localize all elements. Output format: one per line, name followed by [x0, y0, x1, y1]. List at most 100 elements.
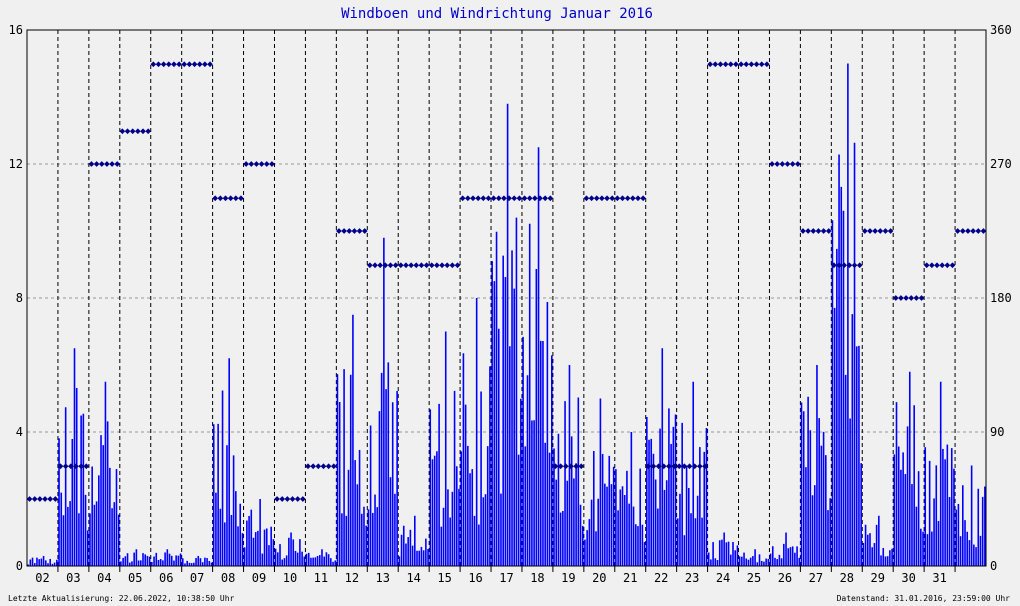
- direction-point: [552, 463, 559, 470]
- direction-point: [485, 195, 492, 202]
- direction-point: [459, 195, 466, 202]
- direction-point: [934, 262, 940, 269]
- direction-point: [310, 463, 316, 470]
- x-tick-label: 02: [35, 571, 49, 585]
- direction-point: [449, 262, 456, 269]
- direction-point: [789, 161, 796, 167]
- direction-point: [949, 262, 956, 269]
- x-tick-label: 18: [530, 571, 544, 585]
- direction-point: [444, 262, 451, 269]
- direction-point: [434, 262, 440, 269]
- grid-lines: [27, 30, 986, 572]
- direction-point: [300, 496, 306, 502]
- direction-point: [480, 195, 487, 202]
- y-tick-label: 8: [16, 291, 23, 305]
- direction-point: [145, 128, 151, 135]
- footer-right: Datenstand: 31.01.2016, 23:59:00 Uhr: [837, 594, 1011, 603]
- direction-point: [557, 463, 564, 470]
- x-tick-label: 23: [685, 571, 699, 585]
- direction-point: [965, 228, 971, 234]
- direction-point: [516, 195, 523, 202]
- y-tick-label: 0: [16, 559, 23, 573]
- direction-point: [769, 161, 775, 167]
- direction-point: [660, 463, 667, 470]
- direction-point: [62, 463, 69, 470]
- direction-point: [959, 228, 966, 234]
- direction-point: [341, 228, 347, 234]
- direction-point: [428, 262, 435, 269]
- direction-point: [232, 195, 239, 202]
- direction-point: [454, 262, 461, 269]
- direction-point: [238, 195, 244, 202]
- direction-point: [717, 61, 724, 68]
- direction-point: [279, 496, 286, 502]
- direction-point: [645, 463, 652, 470]
- direction-point: [542, 195, 548, 202]
- direction-point: [846, 262, 853, 269]
- direction-point: [532, 195, 538, 202]
- direction-point: [877, 228, 884, 234]
- direction-point: [640, 195, 646, 202]
- direction-point: [129, 128, 136, 135]
- direction-point: [929, 262, 935, 269]
- y-tick-label: 12: [9, 157, 23, 171]
- direction-point: [671, 463, 677, 470]
- direction-point: [140, 128, 146, 135]
- direction-point: [336, 228, 342, 234]
- direction-point: [397, 262, 404, 269]
- direction-point: [263, 161, 270, 167]
- y2-tick-label: 90: [990, 425, 1004, 439]
- direction-point: [372, 262, 378, 269]
- x-tick-label: 26: [778, 571, 792, 585]
- direction-point: [743, 61, 750, 68]
- direction-point: [872, 228, 878, 234]
- direction-point: [624, 195, 631, 202]
- direction-point: [681, 463, 688, 470]
- direction-point: [975, 228, 982, 234]
- direction-point: [537, 195, 543, 202]
- direction-point: [805, 228, 811, 234]
- x-tick-label: 19: [561, 571, 575, 585]
- x-tick-label: 04: [97, 571, 111, 585]
- y-tick-label: 16: [9, 23, 23, 37]
- x-tick-label: 17: [499, 571, 513, 585]
- direction-point: [212, 195, 219, 202]
- direction-point: [578, 463, 585, 470]
- direction-point: [88, 161, 95, 167]
- direction-point: [779, 161, 786, 167]
- direction-point: [913, 295, 920, 301]
- direction-point: [501, 195, 507, 202]
- direction-point: [269, 161, 275, 167]
- direction-point: [892, 295, 899, 301]
- direction-point: [495, 195, 502, 202]
- direction-point: [599, 195, 605, 202]
- direction-point: [227, 195, 234, 202]
- y2-tick-label: 270: [990, 157, 1012, 171]
- direction-point: [382, 262, 389, 269]
- direction-point: [862, 228, 868, 234]
- direction-point: [867, 228, 873, 234]
- direction-point: [124, 128, 131, 135]
- x-tick-label: 22: [654, 571, 668, 585]
- direction-point: [697, 463, 703, 470]
- direction-point: [836, 262, 842, 269]
- direction-point: [676, 463, 683, 470]
- direction-point: [691, 463, 698, 470]
- direction-point: [764, 61, 770, 68]
- direction-point: [320, 463, 327, 470]
- direction-point: [712, 61, 719, 68]
- direction-point: [831, 262, 837, 269]
- x-tick-label: 07: [190, 571, 204, 585]
- direction-point: [284, 496, 291, 502]
- direction-point: [568, 463, 574, 470]
- direction-point: [346, 228, 353, 234]
- direction-point: [887, 228, 894, 234]
- direction-point: [738, 61, 744, 68]
- direction-point: [898, 295, 904, 301]
- direction-point: [944, 262, 951, 269]
- direction-point: [702, 463, 708, 470]
- direction-point: [707, 61, 713, 68]
- x-axis-labels: 02 03 04 05 06 07 08 09 10 11 12 13 14 15 16 17 18 19 20 21…: [35, 571, 947, 585]
- direction-point: [274, 496, 280, 502]
- direction-point: [418, 262, 425, 269]
